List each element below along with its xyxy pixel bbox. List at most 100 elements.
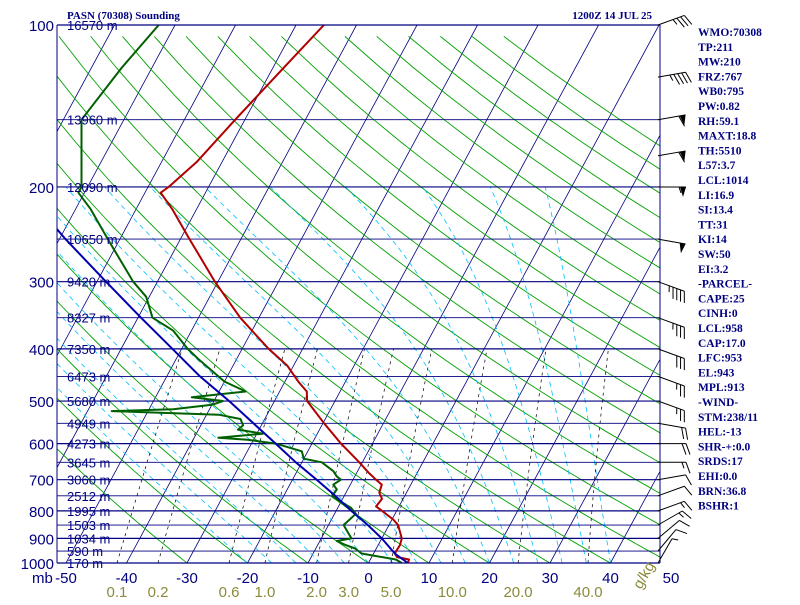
index-line: LI:16.9: [698, 190, 734, 202]
index-line: L57:3.7: [698, 160, 736, 172]
mixing-ratio-tick-label: 40.0: [573, 584, 602, 600]
wind-barb: [656, 423, 689, 439]
dry-adiabat-line: [27, 36, 692, 574]
height-label: 8327 m: [67, 311, 110, 326]
mixing-ratio-line: [588, 349, 608, 563]
index-line: LCL:958: [698, 323, 743, 335]
index-line: BRN:36.8: [698, 486, 746, 498]
height-label: 2512 m: [67, 489, 110, 504]
mixing-ratio-line: [391, 349, 432, 563]
pressure-tick-label: 600: [29, 437, 54, 454]
index-line: SW:50: [698, 249, 731, 261]
index-line: -WIND-: [698, 397, 738, 409]
moist-adiabat-line: [66, 187, 417, 563]
mixing-ratio-line: [117, 349, 182, 563]
dry-adiabat-line: [472, 36, 800, 574]
moist-adiabat-line: [105, 187, 442, 563]
temperature-line: [161, 25, 409, 563]
isotherm-line: [308, 25, 599, 563]
index-line: KI:14: [698, 234, 727, 246]
moist-adiabat-line: [545, 187, 610, 563]
wind-barb: [658, 115, 687, 131]
index-line: SI:13.4: [698, 205, 733, 217]
dry-adiabat-line: [91, 36, 800, 574]
temperature-tick-label: -30: [176, 570, 198, 587]
wind-barb: [658, 14, 692, 35]
index-line: STM:238/11: [698, 412, 758, 424]
temperature-tick-label: 30: [542, 570, 559, 587]
temperature-tick-label: 20: [481, 570, 498, 587]
height-label: 4949 m: [67, 416, 110, 431]
mixing-ratio-tick-label: 2.0: [306, 584, 327, 600]
wind-barb: [654, 282, 688, 303]
wind-barb: [658, 187, 686, 197]
index-line: CINH:0: [698, 308, 738, 320]
index-line: TT:31: [698, 219, 728, 231]
mixing-ratio-tick-label: 0.2: [148, 584, 169, 600]
index-line: EL:943: [698, 367, 735, 379]
index-line: CAP:17.0: [698, 338, 746, 350]
wind-barb: [658, 500, 692, 521]
pressure-tick-label: 800: [29, 504, 54, 521]
pressure-tick-label: 200: [29, 180, 54, 197]
wind-barb: [658, 526, 687, 558]
chart-title-right: 1200Z 14 JUL 25: [572, 10, 652, 22]
index-line: BSHR:1: [698, 501, 739, 513]
isotherm-line: [187, 25, 478, 563]
height-label: 3645 m: [67, 455, 110, 470]
moist-adiabat-line: [4, 187, 369, 563]
height-label: 13960 m: [67, 113, 118, 128]
wind-barb: [654, 318, 688, 339]
height-label: 6473 m: [67, 369, 110, 384]
wind-barb: [658, 462, 690, 473]
mixing-ratio-line: [452, 349, 487, 563]
moist-adiabat-line: [270, 187, 513, 563]
height-label: 1995 m: [67, 504, 110, 519]
temperature-tick-label: 50: [663, 570, 680, 587]
mixing-ratio-tick-label: 10.0: [438, 584, 467, 600]
index-line: HEL:-13: [698, 427, 742, 439]
index-line: TP:211: [698, 42, 733, 54]
height-label: 3060 m: [67, 473, 110, 488]
dewpoint-line: [78, 25, 401, 563]
isotherm-line: [127, 25, 418, 563]
pressure-tick-label: 700: [29, 473, 54, 490]
wind-barb: [658, 72, 691, 88]
thermo-background: [0, 25, 800, 574]
pressure-unit-label: mb: [32, 570, 53, 587]
temperature-tick-label: 40: [602, 570, 619, 587]
index-line: -PARCEL-: [698, 279, 752, 291]
index-line: WB0:795: [698, 86, 744, 98]
sounding-profiles: [0, 25, 409, 563]
pressure-tick-label: 900: [29, 531, 54, 548]
wind-barb: [654, 401, 688, 422]
isotherm-line: [550, 25, 800, 563]
index-line: SRDS:17: [698, 456, 743, 468]
index-line: FRZ:767: [698, 71, 742, 83]
mixing-ratio-tick-label: 20.0: [503, 584, 532, 600]
index-line: SHR-+:0.0: [698, 441, 750, 453]
index-line: LCL:1014: [698, 175, 749, 187]
dry-adiabat-line: [504, 36, 800, 574]
index-line: EI:3.2: [698, 264, 729, 276]
pressure-tick-label: 100: [29, 18, 54, 35]
wind-barb: [656, 239, 685, 254]
index-line: TH:5510: [698, 145, 742, 157]
index-line: EHI:0.0: [698, 471, 738, 483]
wind-barb: [658, 537, 678, 566]
wind-barb: [658, 444, 690, 455]
height-label: 12090 m: [67, 180, 118, 195]
height-label: 10650 m: [67, 232, 118, 247]
wind-barb: [654, 376, 688, 397]
wind-barb: [658, 151, 687, 167]
mixing-ratio-tick-label: 0.6: [219, 584, 240, 600]
mixing-ratio-tick-label: 0.1: [107, 584, 128, 600]
index-line: MPL:913: [698, 382, 745, 394]
temperature-tick-label: -50: [55, 570, 77, 587]
height-label: 9420 m: [67, 275, 110, 290]
height-label: 5680 m: [67, 394, 110, 409]
chart-title-left: PASN (70308) Sounding: [67, 10, 180, 22]
mixing-ratio-unit-label: g/kg: [630, 559, 659, 592]
